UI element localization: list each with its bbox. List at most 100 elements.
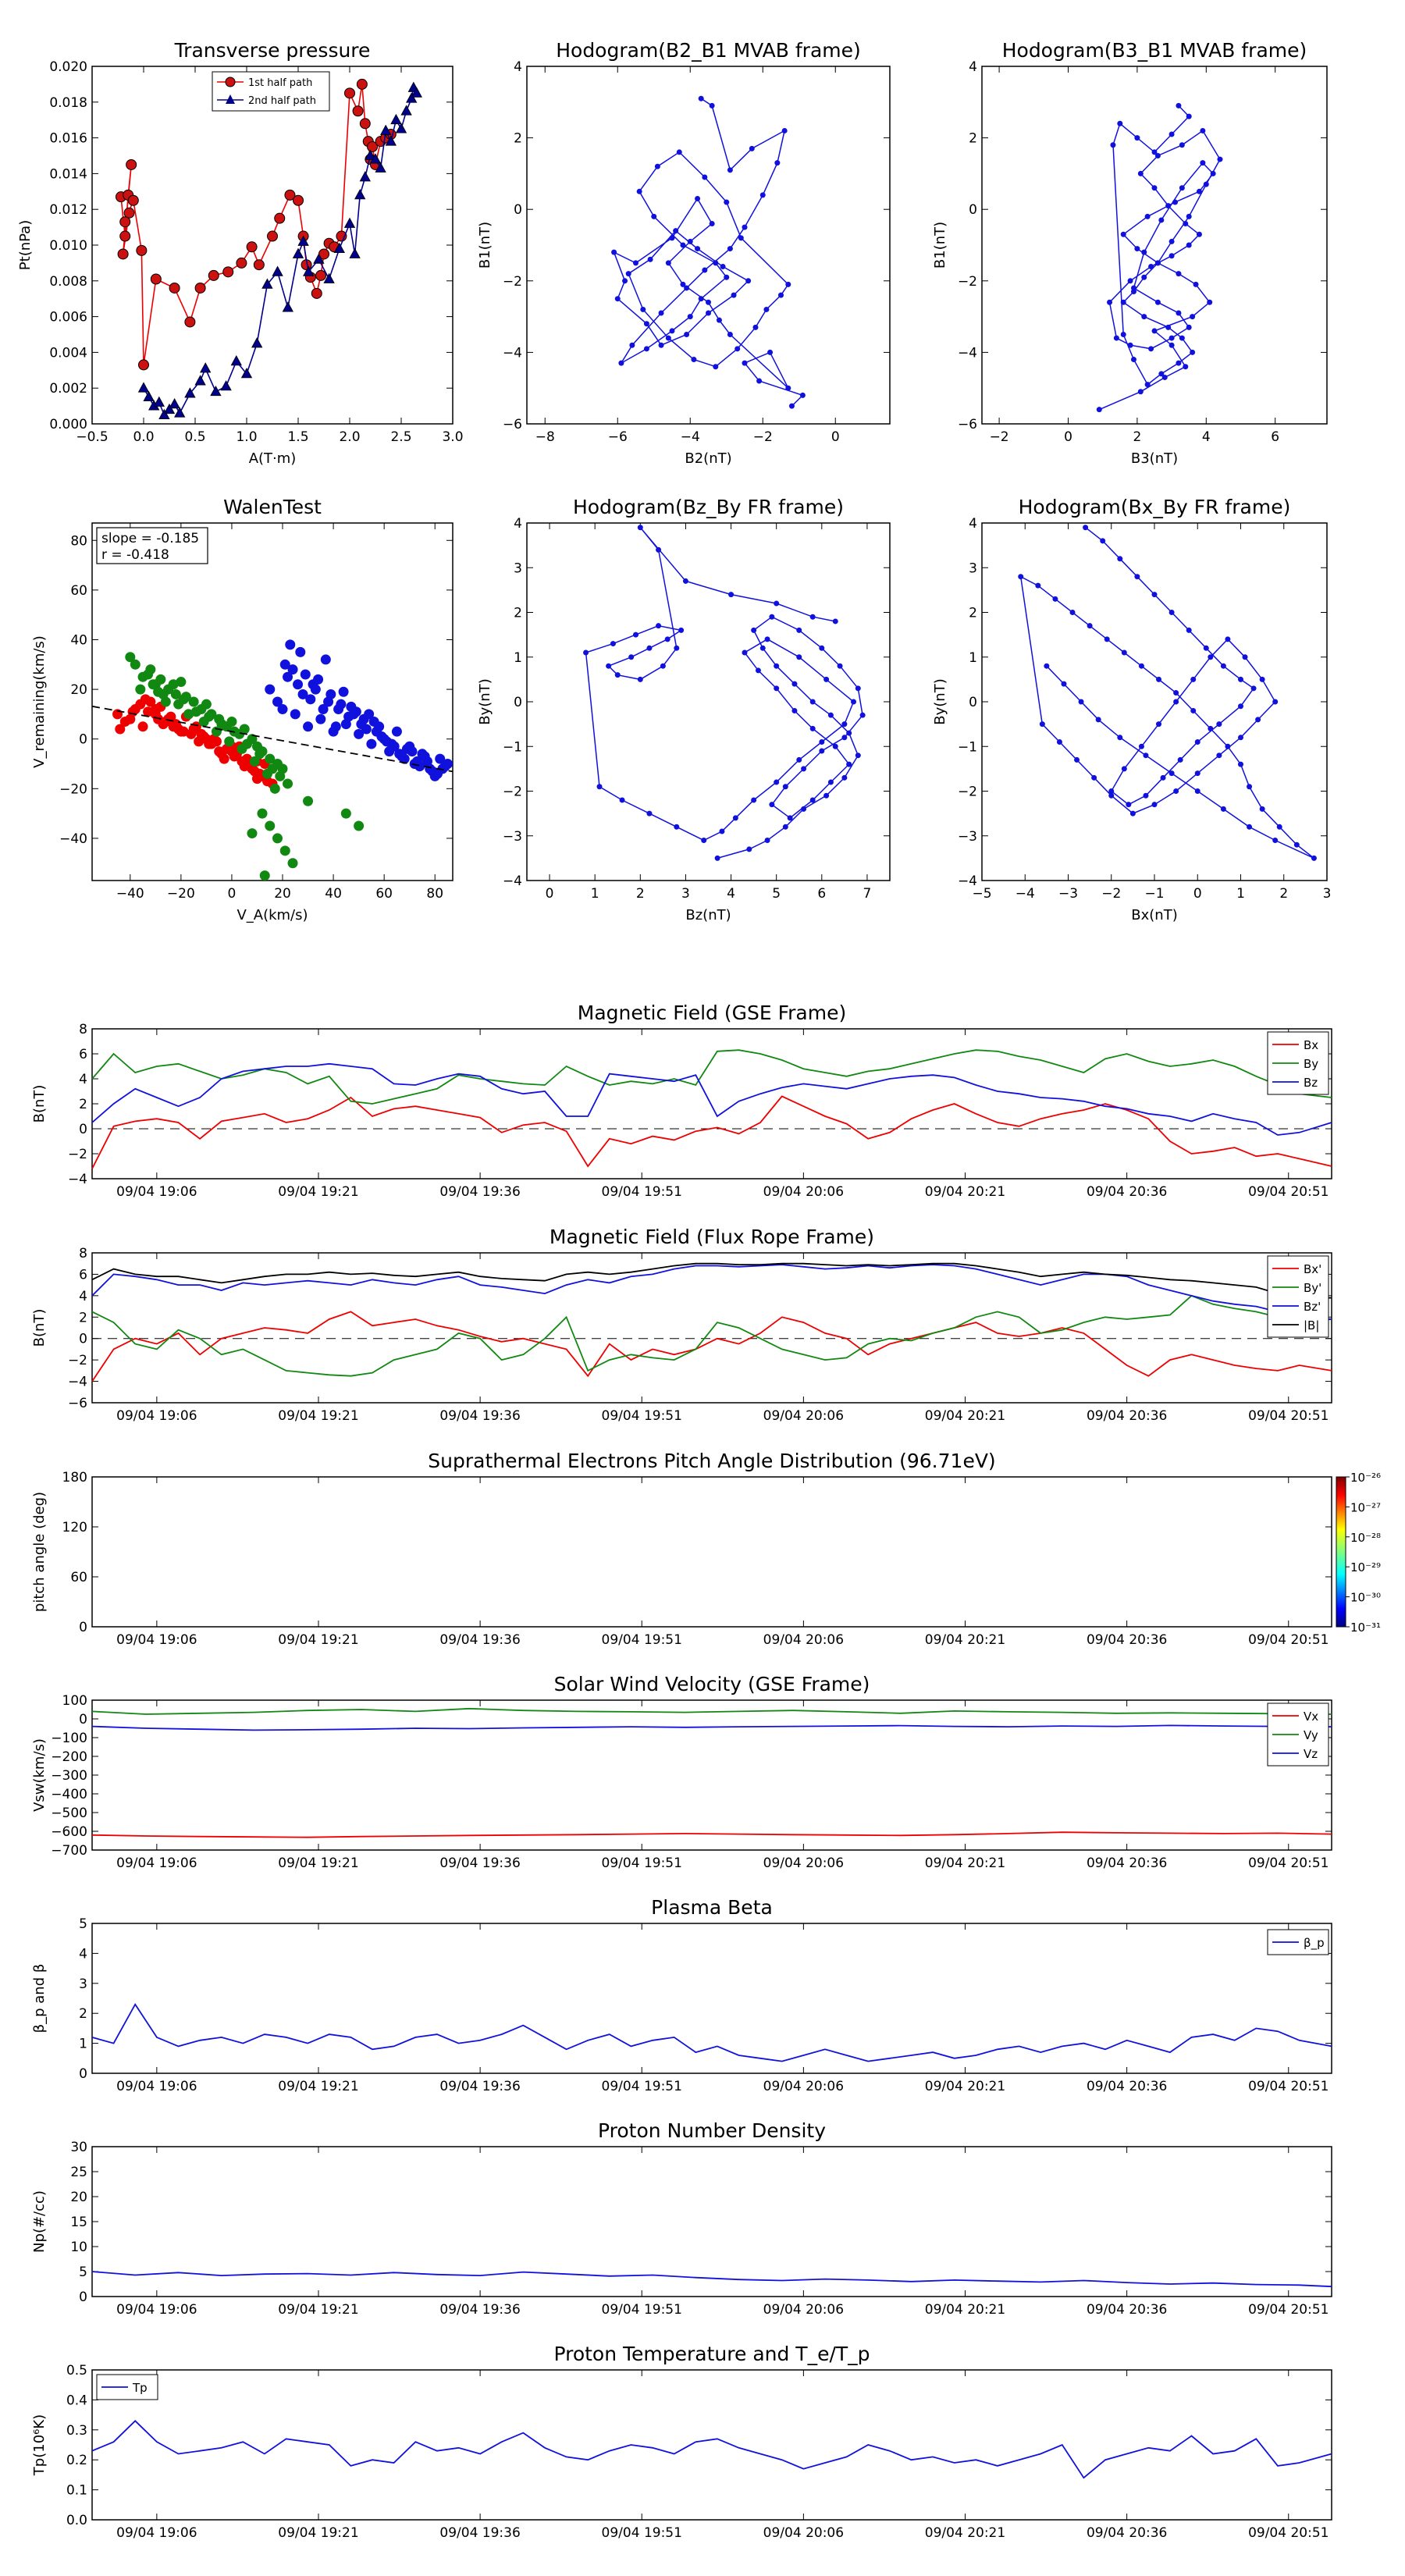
hodo4-point: [1190, 707, 1197, 713]
hodo3-point: [682, 578, 688, 584]
walen-point-green: [249, 756, 260, 767]
hodo1-point: [720, 263, 726, 269]
hodo1-point: [625, 271, 631, 277]
hodo4-point: [1078, 699, 1084, 705]
hodo4-point: [1220, 806, 1226, 812]
bfr-ytick-label: −4: [68, 1375, 87, 1390]
hodo2-point: [1117, 120, 1123, 126]
hodo1-point: [706, 299, 711, 305]
hodo3-xlabel: Bz(nT): [685, 907, 731, 923]
hodo1-point: [788, 403, 795, 409]
hodo4-point: [1039, 721, 1045, 728]
hodo4-ytick-label: 2: [969, 606, 977, 621]
hodo2-point: [1134, 246, 1140, 252]
walen-plot: WalenTest −40 −20 0 20 40 60 80 −40 −20 0 20 40 60 80 V…: [31, 496, 454, 923]
hodo2-point: [1190, 314, 1196, 320]
hodo2-point: [1179, 142, 1185, 148]
hodo4-point: [1104, 636, 1110, 642]
hodo1-point: [633, 260, 638, 266]
bfr-xtick-label: 09/04 19:51: [602, 1408, 682, 1424]
walen-point-blue: [295, 646, 306, 657]
pressure-point-2nd: [153, 396, 165, 407]
beta-legend-label: β_p: [1304, 1936, 1325, 1951]
walen-point-blue: [389, 741, 400, 752]
hodo1-point: [799, 392, 806, 398]
bfr-ytick-label: 2: [79, 1310, 87, 1325]
walen-point-green: [354, 820, 365, 831]
hodo2-point: [1148, 263, 1154, 269]
hodo2-point: [1127, 278, 1133, 284]
tp-ytick-label: 0.1: [66, 2483, 87, 2499]
pressure-point-2nd: [369, 153, 382, 164]
hodo2-ytick-label: 2: [969, 131, 977, 147]
hodo2-point: [1148, 346, 1154, 352]
pressure-point-1st: [274, 212, 286, 224]
vsw-legend-label: Vy: [1304, 1728, 1318, 1742]
walen-xtick-label: 20: [274, 886, 291, 902]
pressure-point-2nd: [297, 235, 309, 246]
hodo4-ylabel: By(nT): [932, 678, 948, 724]
hodo4-ytick-label: −2: [958, 785, 977, 800]
hodo4-point: [1151, 802, 1158, 808]
hodo2-point: [1210, 170, 1216, 176]
hodo1-point: [702, 174, 708, 180]
walen-point-green: [237, 743, 247, 754]
pressure-point-1st: [150, 273, 162, 285]
pressure-legend-marker-2nd: [226, 94, 235, 104]
hodo2-point: [1176, 310, 1182, 316]
hodo2-point: [1127, 342, 1133, 348]
pressure-point-2nd: [400, 105, 412, 116]
walen-point-green: [176, 677, 187, 688]
bgse-ytick-label: 8: [79, 1022, 87, 1037]
hodo1-point: [622, 278, 628, 284]
hodo2-point: [1144, 213, 1151, 219]
np-series: [91, 2271, 1332, 2288]
pressure-point-1st: [253, 259, 265, 271]
bgse-series-Bz: [91, 1062, 1332, 1136]
vsw-xtick-label: 09/04 19:36: [439, 1856, 520, 1871]
hodo2-point: [1190, 349, 1196, 355]
hodo4-point: [1121, 649, 1127, 656]
pad-xtick-label: 09/04 19:06: [116, 1632, 197, 1648]
hodo3-point: [596, 784, 603, 790]
hodo1-point: [745, 278, 752, 284]
hodo3-point: [728, 592, 735, 598]
hodo3-point: [809, 614, 816, 620]
hodo4-xtick-label: 3: [1323, 886, 1332, 902]
walen-xtick-label: −20: [167, 886, 195, 902]
walen-point-green: [183, 709, 194, 720]
bgse-xtick-label: 09/04 19:06: [116, 1184, 197, 1200]
pressure-point-2nd: [169, 397, 180, 409]
np-xtick-label: 09/04 20:36: [1087, 2302, 1167, 2318]
walen-xtick-label: 40: [325, 886, 342, 902]
hodo2-ytick-label: 4: [969, 59, 977, 75]
walen-point-green: [257, 808, 268, 819]
walen-point-red: [226, 746, 237, 757]
hodo3-ylabel: By(nT): [477, 678, 493, 724]
pressure-ytick-label: 0.012: [49, 202, 87, 218]
hodo1-plot-frame: [526, 66, 891, 425]
vsw-legend-label: Vz: [1304, 1747, 1318, 1761]
hodo2-point: [1151, 149, 1158, 155]
tp-legend: Tp: [96, 2374, 158, 2400]
pressure-point-1st: [194, 282, 206, 294]
pressure-point-2nd: [163, 403, 176, 415]
beta-legend: β_p: [1267, 1929, 1329, 1955]
bfr-xtick-label: 09/04 20:36: [1087, 1408, 1167, 1424]
pad-colorbar-label: 10⁻³⁰: [1350, 1591, 1381, 1605]
beta-xtick-label: 09/04 20:51: [1248, 2079, 1329, 2094]
hodo4-point: [1134, 574, 1140, 580]
hodo4-point: [1083, 525, 1089, 531]
beta-ytick-label: 4: [79, 1946, 87, 1962]
hodo1-xtick-label: 0: [831, 429, 840, 445]
vsw-panel-frame: [91, 1699, 1332, 1851]
bgse-ytick-label: −4: [68, 1172, 87, 1187]
pad-xtick-label: 09/04 19:36: [439, 1632, 520, 1648]
hodo1-point: [742, 360, 748, 366]
hodo2-point: [1217, 156, 1223, 162]
hodo4-point: [1225, 636, 1231, 642]
pressure-legend-label-2nd: 2nd half path: [248, 95, 316, 107]
hodo2-xtick-label: 4: [1202, 429, 1211, 445]
walen-ytick-label: −20: [59, 781, 87, 797]
